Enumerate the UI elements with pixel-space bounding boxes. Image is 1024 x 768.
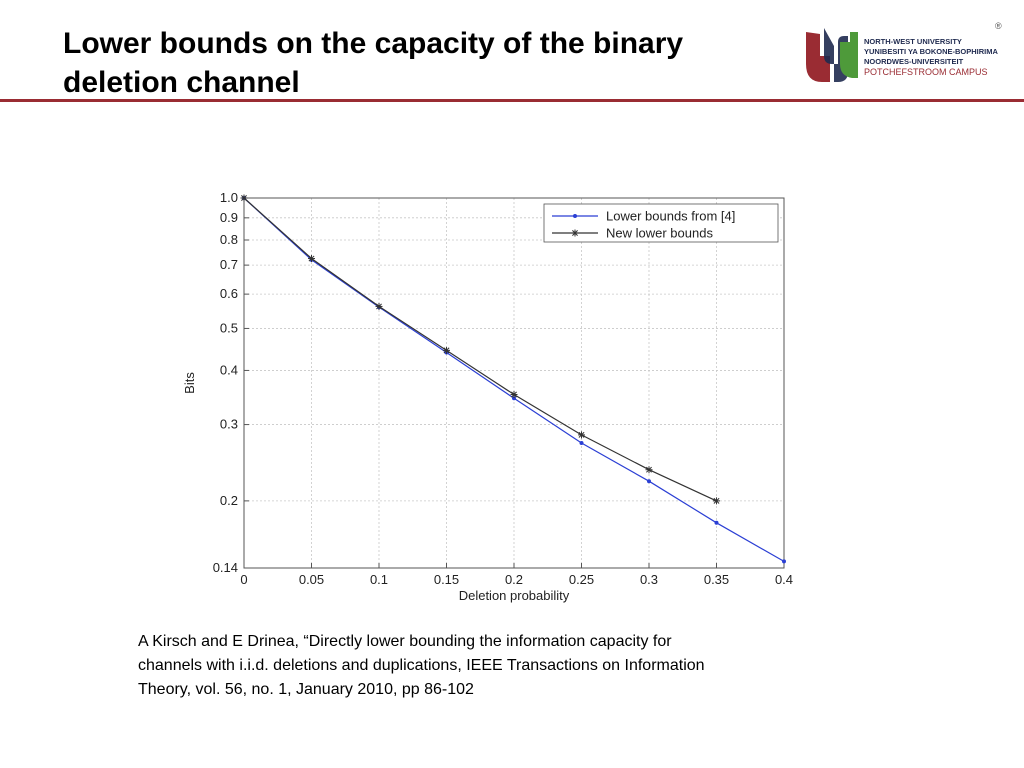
series-2-point [578, 431, 585, 439]
x-tick-label: 0.15 [434, 572, 459, 587]
series-1-point [714, 520, 719, 525]
registered-mark: ® [995, 21, 1002, 31]
x-tick-label: 0.05 [299, 572, 324, 587]
caption-line2: channels with i.i.d. deletions and dupli… [138, 657, 705, 674]
series-1-point [579, 441, 584, 446]
university-name: NORTH-WEST UNIVERSITY YUNIBESITI YA BOKO… [864, 37, 998, 78]
legend-box [543, 203, 779, 243]
caption-line1: A Kirsch and E Drinea, “Directly lower b… [138, 633, 672, 650]
logo-campus: POTCHEFSTROOM CAMPUS [864, 67, 988, 77]
y-tick-label: 0.8 [220, 232, 238, 247]
legend-label-2: New lower bounds [606, 226, 713, 241]
slide-title-line2: deletion channel [63, 66, 300, 99]
y-tick-label: 0.6 [220, 286, 238, 301]
series-1-point [647, 479, 651, 484]
series-2-point [443, 346, 450, 354]
x-tick-label: 0.4 [775, 572, 793, 587]
bounds-chart: 0 0.05 0.1 0.15 0.2 0.25 0.3 0.35 0.4 0.14 0.2 0.3 0… [176, 186, 806, 616]
series-line-2 [243, 197, 717, 502]
x-tick-label: 0.2 [505, 572, 523, 587]
y-tick-label: 0.3 [220, 417, 238, 432]
x-tick-label: 0.25 [569, 572, 594, 587]
logo-line3: NOORDWES-UNIVERSITEIT [864, 57, 964, 66]
slide-title-line1: Lower bounds on the capacity of the bina… [63, 27, 684, 60]
caption-line3: Theory, vol. 56, no. 1, January 2010, pp… [138, 681, 474, 698]
legend-label-1: Lower bounds from [4] [606, 209, 735, 224]
y-tick-label: 0.7 [220, 257, 238, 272]
slide-title: Lower bounds on the capacity of the bina… [63, 24, 783, 102]
y-tick-label: 1.0 [220, 190, 238, 205]
series-2-point [240, 194, 248, 202]
series-2-point [713, 497, 720, 505]
y-tick-label: 0.9 [220, 210, 238, 225]
y-axis-label: Bits [182, 372, 197, 394]
x-tick-label: 0 [240, 572, 247, 587]
x-tick-label: 0.3 [640, 572, 658, 587]
university-logo-icon [806, 28, 858, 82]
logo-line1: NORTH-WEST UNIVERSITY [864, 37, 962, 46]
x-tick-label: 0.35 [704, 572, 729, 587]
series-2-point [308, 255, 315, 263]
series-2-point [645, 466, 653, 474]
x-axis-label: Deletion probability [459, 588, 570, 603]
y-tick-label: 0.5 [220, 320, 238, 335]
x-tick-label: 0.1 [370, 572, 388, 587]
legend-marker-2 [571, 229, 579, 237]
series-1-point [782, 559, 786, 564]
y-tick-label: 0.4 [220, 362, 238, 377]
y-tick-label: 0.2 [220, 493, 238, 508]
logo-line2: YUNIBESITI YA BOKONE-BOPHIRIMA [864, 47, 998, 56]
legend-marker-1 [573, 214, 577, 218]
y-tick-label: 0.14 [213, 560, 238, 575]
series-2-point [375, 302, 383, 310]
citation-caption: A Kirsch and E Drinea, “Directly lower b… [138, 630, 878, 702]
title-divider [0, 99, 1024, 102]
series-1-point [512, 396, 516, 401]
series-2-point [510, 390, 518, 398]
